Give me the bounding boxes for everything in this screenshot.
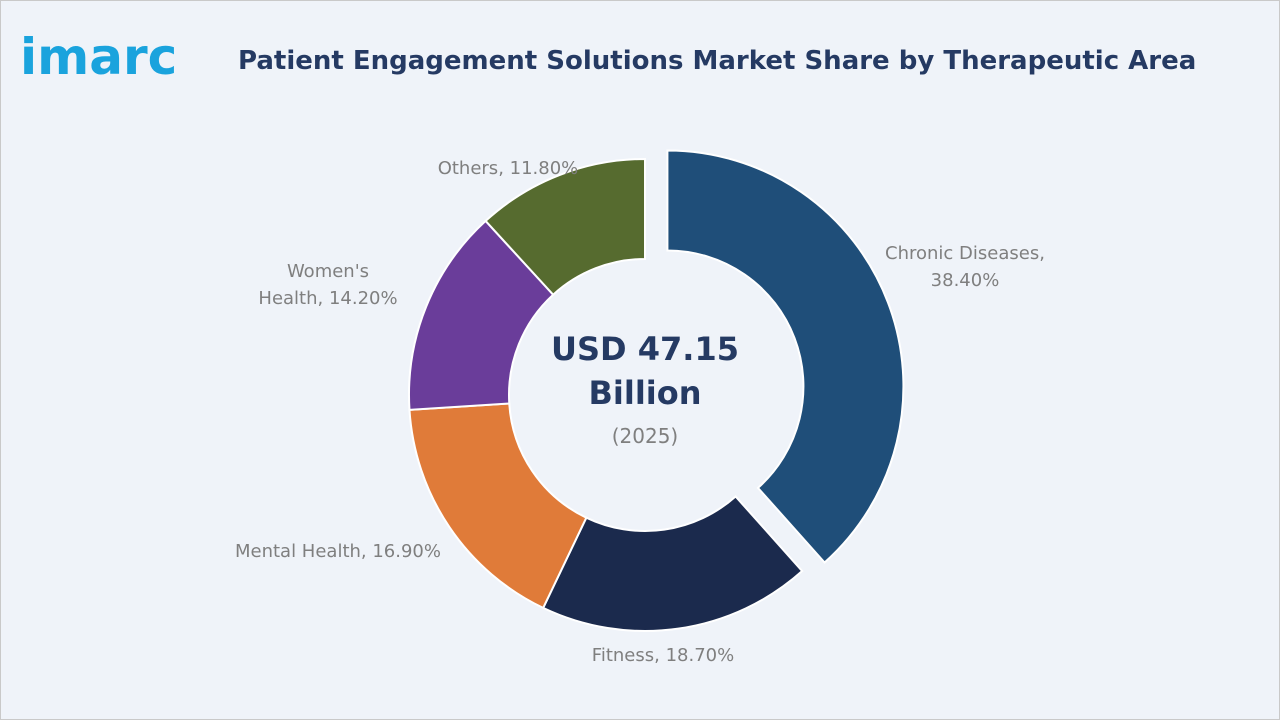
- data-label: Chronic Diseases, 38.40%: [885, 243, 1045, 291]
- donut-slice: [666, 149, 905, 564]
- data-label: Women's Health, 14.20%: [258, 261, 397, 309]
- data-label: Others, 11.80%: [438, 158, 579, 179]
- donut-slice: [484, 157, 646, 297]
- logo: imarc: [20, 28, 177, 86]
- center-year: (2025): [612, 424, 679, 448]
- donut-slice: [541, 495, 804, 632]
- donut-slice: [408, 402, 588, 610]
- chart-title: Patient Engagement Solutions Market Shar…: [238, 46, 1196, 76]
- center-value: USD 47.15: [551, 330, 739, 368]
- donut: [408, 149, 905, 632]
- center-unit: Billion: [588, 374, 701, 412]
- data-label: Fitness, 18.70%: [592, 645, 734, 666]
- data-label: Mental Health, 16.90%: [235, 541, 441, 562]
